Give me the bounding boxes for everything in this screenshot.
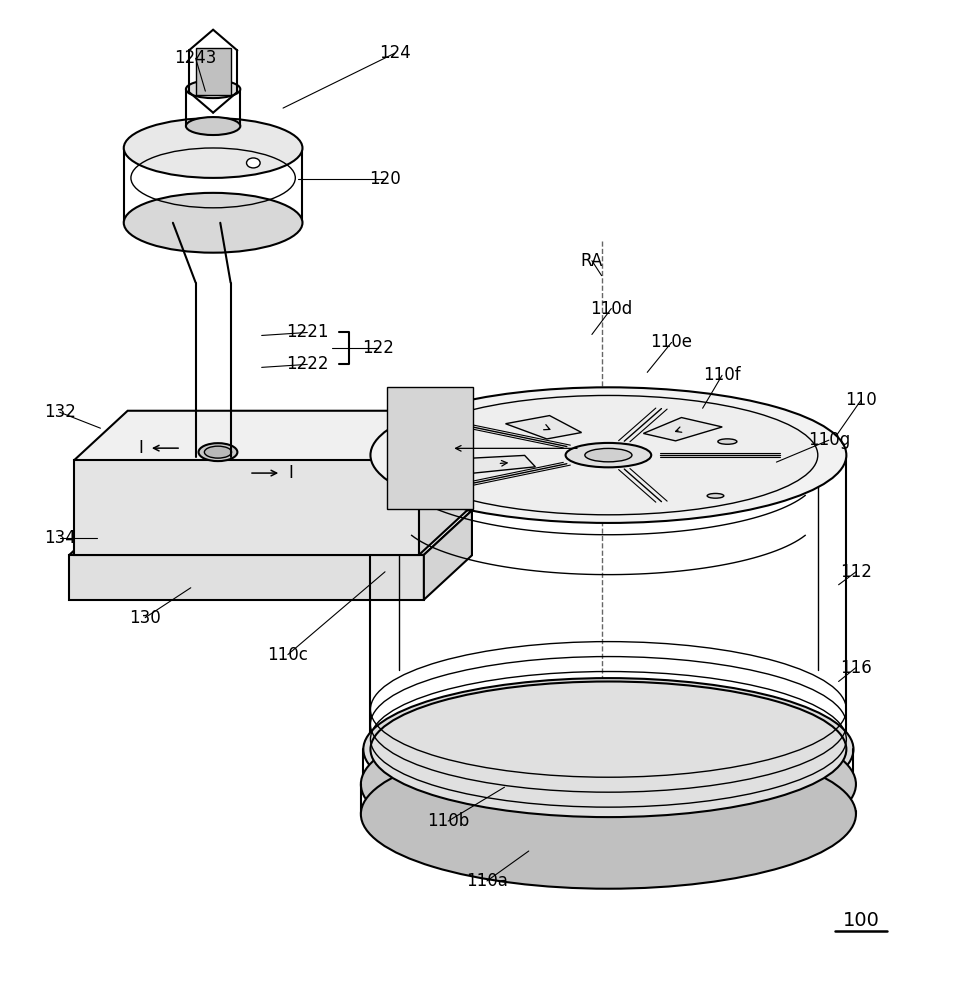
Polygon shape [74, 411, 472, 460]
Ellipse shape [360, 710, 856, 859]
Ellipse shape [370, 387, 846, 523]
Ellipse shape [566, 443, 652, 467]
Ellipse shape [124, 118, 303, 178]
Text: 1221: 1221 [286, 323, 328, 341]
Text: 110e: 110e [651, 333, 693, 351]
Polygon shape [387, 387, 472, 509]
Ellipse shape [246, 158, 260, 168]
Text: 1243: 1243 [174, 49, 217, 67]
Polygon shape [458, 455, 536, 473]
Text: RA: RA [581, 252, 603, 270]
Ellipse shape [199, 443, 238, 461]
Text: 130: 130 [130, 609, 161, 627]
Text: 1222: 1222 [286, 355, 328, 373]
Text: 134: 134 [44, 529, 76, 547]
Text: 110g: 110g [807, 431, 850, 449]
Text: 100: 100 [843, 911, 880, 930]
Polygon shape [74, 460, 419, 555]
Text: 122: 122 [362, 339, 394, 357]
Ellipse shape [360, 740, 856, 889]
Text: 124: 124 [379, 44, 411, 62]
Ellipse shape [205, 446, 232, 458]
Text: 110a: 110a [467, 872, 507, 890]
Ellipse shape [186, 80, 241, 98]
Text: I: I [288, 464, 293, 482]
Text: 110b: 110b [427, 812, 469, 830]
Ellipse shape [186, 117, 241, 135]
Polygon shape [644, 418, 723, 441]
Text: 110: 110 [845, 391, 877, 409]
Polygon shape [506, 416, 581, 439]
Ellipse shape [363, 713, 853, 855]
Text: 116: 116 [841, 659, 872, 677]
Ellipse shape [124, 193, 303, 253]
Text: 120: 120 [369, 170, 401, 188]
Ellipse shape [584, 448, 632, 462]
Text: 132: 132 [44, 403, 76, 421]
Polygon shape [419, 411, 472, 555]
Polygon shape [424, 510, 472, 600]
Text: 110d: 110d [590, 300, 632, 318]
Polygon shape [69, 555, 424, 600]
Ellipse shape [718, 439, 737, 444]
Ellipse shape [399, 395, 818, 515]
Polygon shape [69, 510, 472, 555]
Polygon shape [196, 48, 231, 95]
Ellipse shape [707, 493, 724, 498]
Text: 112: 112 [841, 563, 872, 581]
Text: I: I [138, 439, 143, 457]
Text: 110f: 110f [703, 366, 741, 384]
Text: 110c: 110c [268, 646, 309, 664]
Ellipse shape [363, 678, 853, 821]
Ellipse shape [370, 681, 846, 817]
